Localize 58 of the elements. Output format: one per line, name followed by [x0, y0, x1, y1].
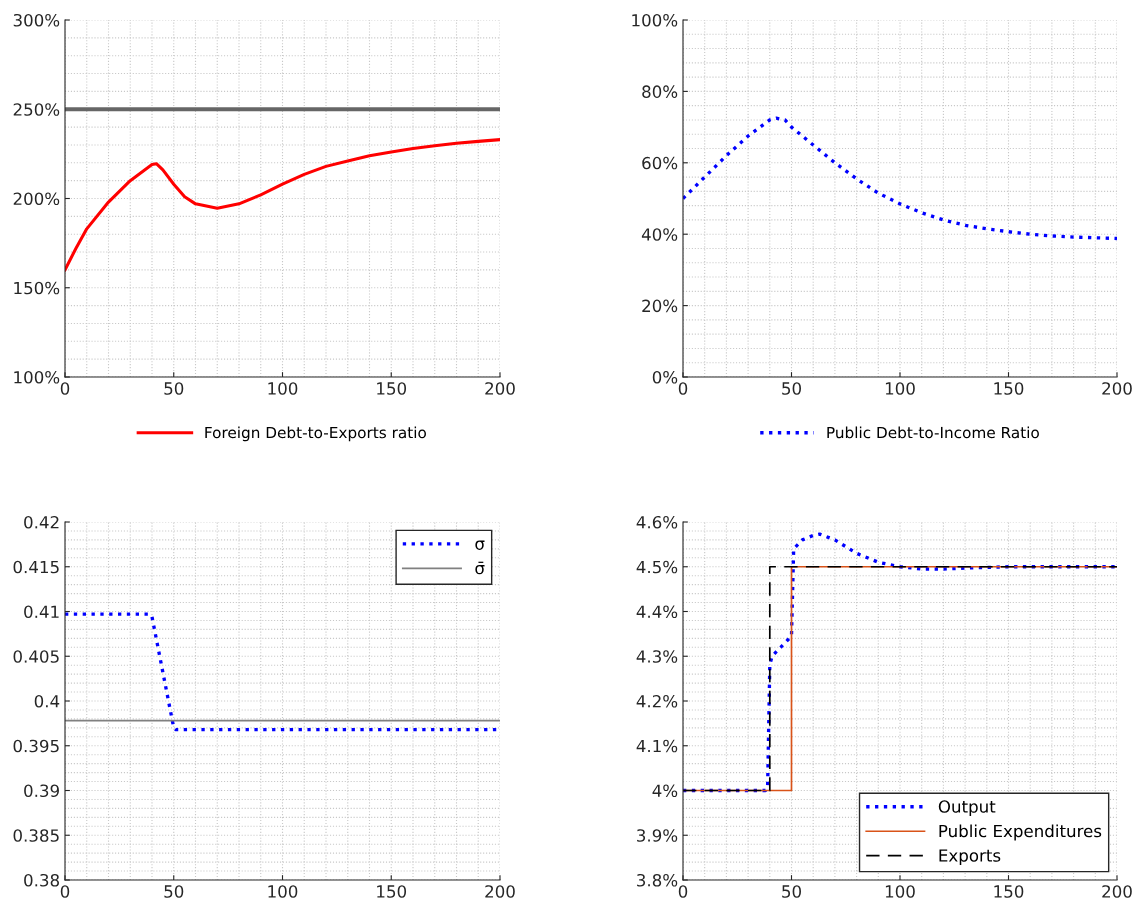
- y-tick-label: 4.4%: [636, 605, 678, 619]
- x-tick-label: 0: [60, 885, 70, 898]
- x-tick-label: 200: [485, 885, 515, 898]
- y-tick-label: 0.415: [13, 560, 59, 574]
- legend-label: Public Expenditures: [939, 824, 1102, 841]
- y-tick-label: 300%: [13, 13, 60, 27]
- y-tick-label: 4.3%: [636, 650, 678, 663]
- legend-label: Public Debt-to-Income Ratio: [827, 426, 1039, 439]
- y-tick-label: 4%: [652, 784, 678, 798]
- x-tick-label: 100: [885, 885, 915, 898]
- legend-label: σ: [475, 540, 485, 550]
- x-tick-label: 50: [164, 885, 184, 898]
- x-tick-label: 50: [782, 885, 801, 898]
- x-tick-label: 150: [994, 382, 1024, 395]
- line-series: [683, 116, 1117, 241]
- y-tick-label: 0.4: [34, 694, 60, 708]
- x-tick-label: 50: [782, 382, 801, 395]
- y-tick-label: 0.38: [24, 873, 59, 887]
- x-tick-label: 100: [885, 382, 915, 395]
- legend-label: σ̄: [475, 561, 485, 575]
- line-series: [65, 138, 500, 272]
- y-tick-label: 0.41: [24, 605, 59, 619]
- y-tick-label: 40%: [641, 228, 678, 241]
- y-tick-label: 4.6%: [636, 515, 678, 529]
- y-tick-label: 0.42: [24, 515, 59, 529]
- y-tick-label: 20%: [642, 299, 678, 313]
- y-tick-label: 4.5%: [636, 560, 678, 574]
- x-tick-label: 0: [678, 382, 688, 395]
- x-tick-label: 0: [678, 885, 688, 898]
- y-tick-label: 100%: [632, 13, 678, 27]
- legend-label: Exports: [939, 849, 1001, 865]
- x-tick-label: 100: [268, 382, 298, 395]
- y-tick-label: 0.405: [13, 650, 59, 663]
- y-tick-label: 60%: [642, 156, 678, 170]
- y-tick-label: 0.39: [24, 784, 59, 798]
- legend-label: Foreign Debt-to-Exports ratio: [205, 426, 426, 442]
- x-tick-label: 150: [994, 885, 1024, 898]
- y-tick-label: 200%: [13, 192, 60, 206]
- x-tick-label: 200: [1102, 382, 1132, 395]
- y-tick-label: 150%: [14, 281, 60, 295]
- y-tick-label: 4.2%: [636, 694, 678, 708]
- y-tick-label: 0%: [652, 370, 678, 384]
- y-tick-label: 0.395: [13, 739, 59, 753]
- y-tick-label: 80%: [642, 85, 678, 98]
- y-tick-label: 250%: [13, 103, 60, 116]
- y-tick-label: 4.1%: [636, 739, 678, 753]
- x-tick-label: 200: [1102, 885, 1132, 898]
- y-tick-label: 3.8%: [637, 873, 678, 887]
- x-tick-label: 0: [60, 382, 70, 395]
- x-tick-label: 50: [164, 382, 184, 395]
- x-tick-label: 150: [377, 382, 407, 395]
- x-tick-label: 100: [268, 885, 298, 898]
- y-tick-label: 3.9%: [637, 829, 678, 842]
- legend-label: Output: [938, 800, 996, 817]
- y-tick-label: 100%: [14, 370, 60, 384]
- y-tick-label: 0.385: [13, 829, 59, 842]
- x-tick-label: 150: [377, 885, 407, 898]
- x-tick-label: 200: [485, 382, 515, 395]
